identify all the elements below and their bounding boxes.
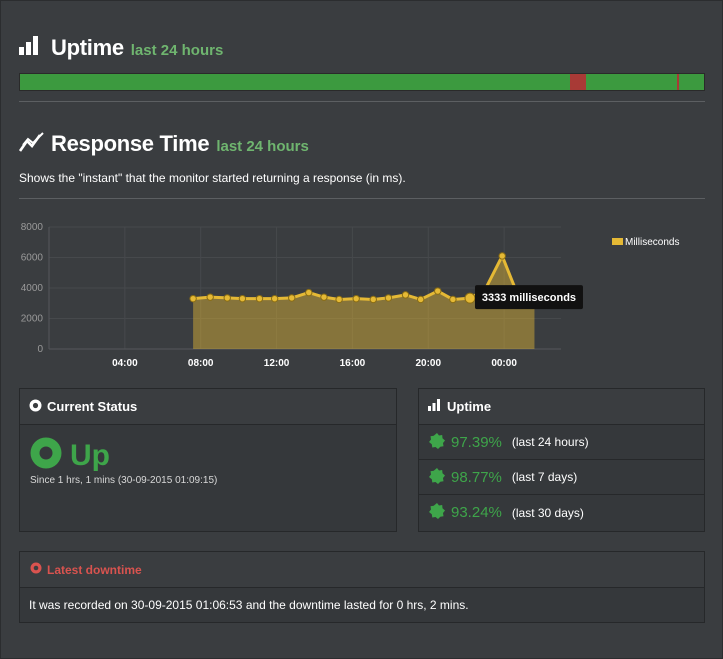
- status-since: Since 1 hrs, 1 mins (30-09-2015 01:09:15…: [30, 475, 218, 486]
- downtime-text: It was recorded on 30-09-2015 01:06:53 a…: [29, 598, 469, 612]
- badge-check-icon: [429, 503, 445, 522]
- legend-swatch: [612, 238, 623, 245]
- response-heading: Response Time last 24 hours: [51, 131, 309, 157]
- badge-check-icon: [429, 467, 445, 487]
- data-point: [352, 294, 360, 303]
- data-point: [401, 291, 410, 299]
- line-chart-icon: [18, 131, 45, 158]
- downtime-segment: [677, 74, 679, 90]
- uptime-bar: [19, 73, 705, 91]
- uptime-row: 93.24% (last 30 days): [419, 495, 704, 530]
- y-tick-label: 2000: [21, 314, 44, 325]
- uptime-heading: Uptime last 24 hours: [51, 35, 223, 61]
- response-subtitle: last 24 hours: [216, 138, 309, 155]
- downtime-segment: [569, 74, 586, 90]
- data-point: [206, 293, 214, 301]
- uptime-panel-title: Uptime: [447, 399, 492, 414]
- x-tick-label: 00:00: [491, 358, 517, 369]
- uptime-subtitle: last 24 hours: [130, 42, 224, 59]
- data-point: [223, 294, 231, 302]
- uptime-row: 97.39% (last 24 hours): [419, 425, 704, 460]
- current-status-title: Current Status: [47, 399, 138, 414]
- bar-chart-icon: [19, 33, 43, 60]
- data-point: [255, 294, 264, 303]
- x-tick-label: 08:00: [188, 358, 214, 369]
- x-tick-label: 16:00: [340, 358, 366, 369]
- uptime-percentage: 98.77%: [451, 468, 502, 486]
- tooltip-text: 3333 milliseconds: [482, 292, 576, 304]
- x-tick-label: 20:00: [415, 358, 441, 369]
- data-point: [369, 295, 377, 304]
- data-point: [464, 292, 476, 304]
- uptime-row: 98.77% (last 7 days): [419, 460, 704, 495]
- bar-chart-icon: [428, 399, 442, 414]
- status-up-icon: [30, 437, 62, 474]
- data-point: [189, 294, 197, 303]
- response-description: Shows the "instant" that the monitor sta…: [19, 171, 406, 185]
- data-point: [498, 252, 506, 260]
- divider: [19, 198, 705, 199]
- dot-circle-icon: [29, 399, 42, 415]
- series-area: [193, 255, 535, 349]
- data-point: [270, 294, 279, 303]
- uptime-period: (last 7 days): [511, 470, 578, 484]
- dot-circle-icon: [30, 562, 42, 577]
- latest-downtime-panel: Latest downtime It was recorded on 30-09…: [19, 551, 705, 623]
- data-point: [449, 295, 457, 304]
- uptime-title: Uptime: [51, 35, 124, 60]
- response-title: Response Time: [51, 131, 210, 156]
- data-point: [434, 287, 442, 295]
- data-point: [238, 294, 247, 303]
- tooltip-box: [474, 285, 583, 310]
- y-tick-label: 0: [37, 344, 43, 355]
- current-status-panel: Current Status Up Since 1 hrs, 1 mins (3…: [19, 388, 397, 532]
- data-point: [335, 295, 343, 304]
- data-point: [416, 295, 425, 304]
- downtime-title: Latest downtime: [47, 562, 142, 577]
- data-point: [320, 293, 328, 301]
- uptime-period: (last 24 hours): [511, 435, 589, 449]
- x-tick-label: 04:00: [112, 358, 138, 369]
- legend-label: Milliseconds: [625, 237, 679, 248]
- divider: [19, 101, 705, 102]
- uptime-period: (last 30 days): [511, 505, 584, 520]
- data-point: [305, 288, 313, 297]
- status-text: Up: [70, 438, 110, 472]
- y-tick-label: 6000: [21, 253, 44, 264]
- response-time-chart: 0 2000 4000 6000 8000 04:00 08:00 12:00 16:00 20:…: [21, 222, 680, 369]
- y-tick-label: 4000: [21, 283, 44, 294]
- y-tick-label: 8000: [21, 222, 44, 233]
- uptime-panel: Uptime 97.39% (last 24 hours) 98.77% (last …: [418, 388, 705, 532]
- data-point: [384, 294, 393, 302]
- x-tick-label: 12:00: [264, 358, 290, 369]
- data-point: [288, 294, 296, 302]
- uptime-percentage: 93.24%: [451, 504, 502, 521]
- badge-check-icon: [429, 432, 445, 452]
- uptime-percentage: 97.39%: [451, 433, 502, 451]
